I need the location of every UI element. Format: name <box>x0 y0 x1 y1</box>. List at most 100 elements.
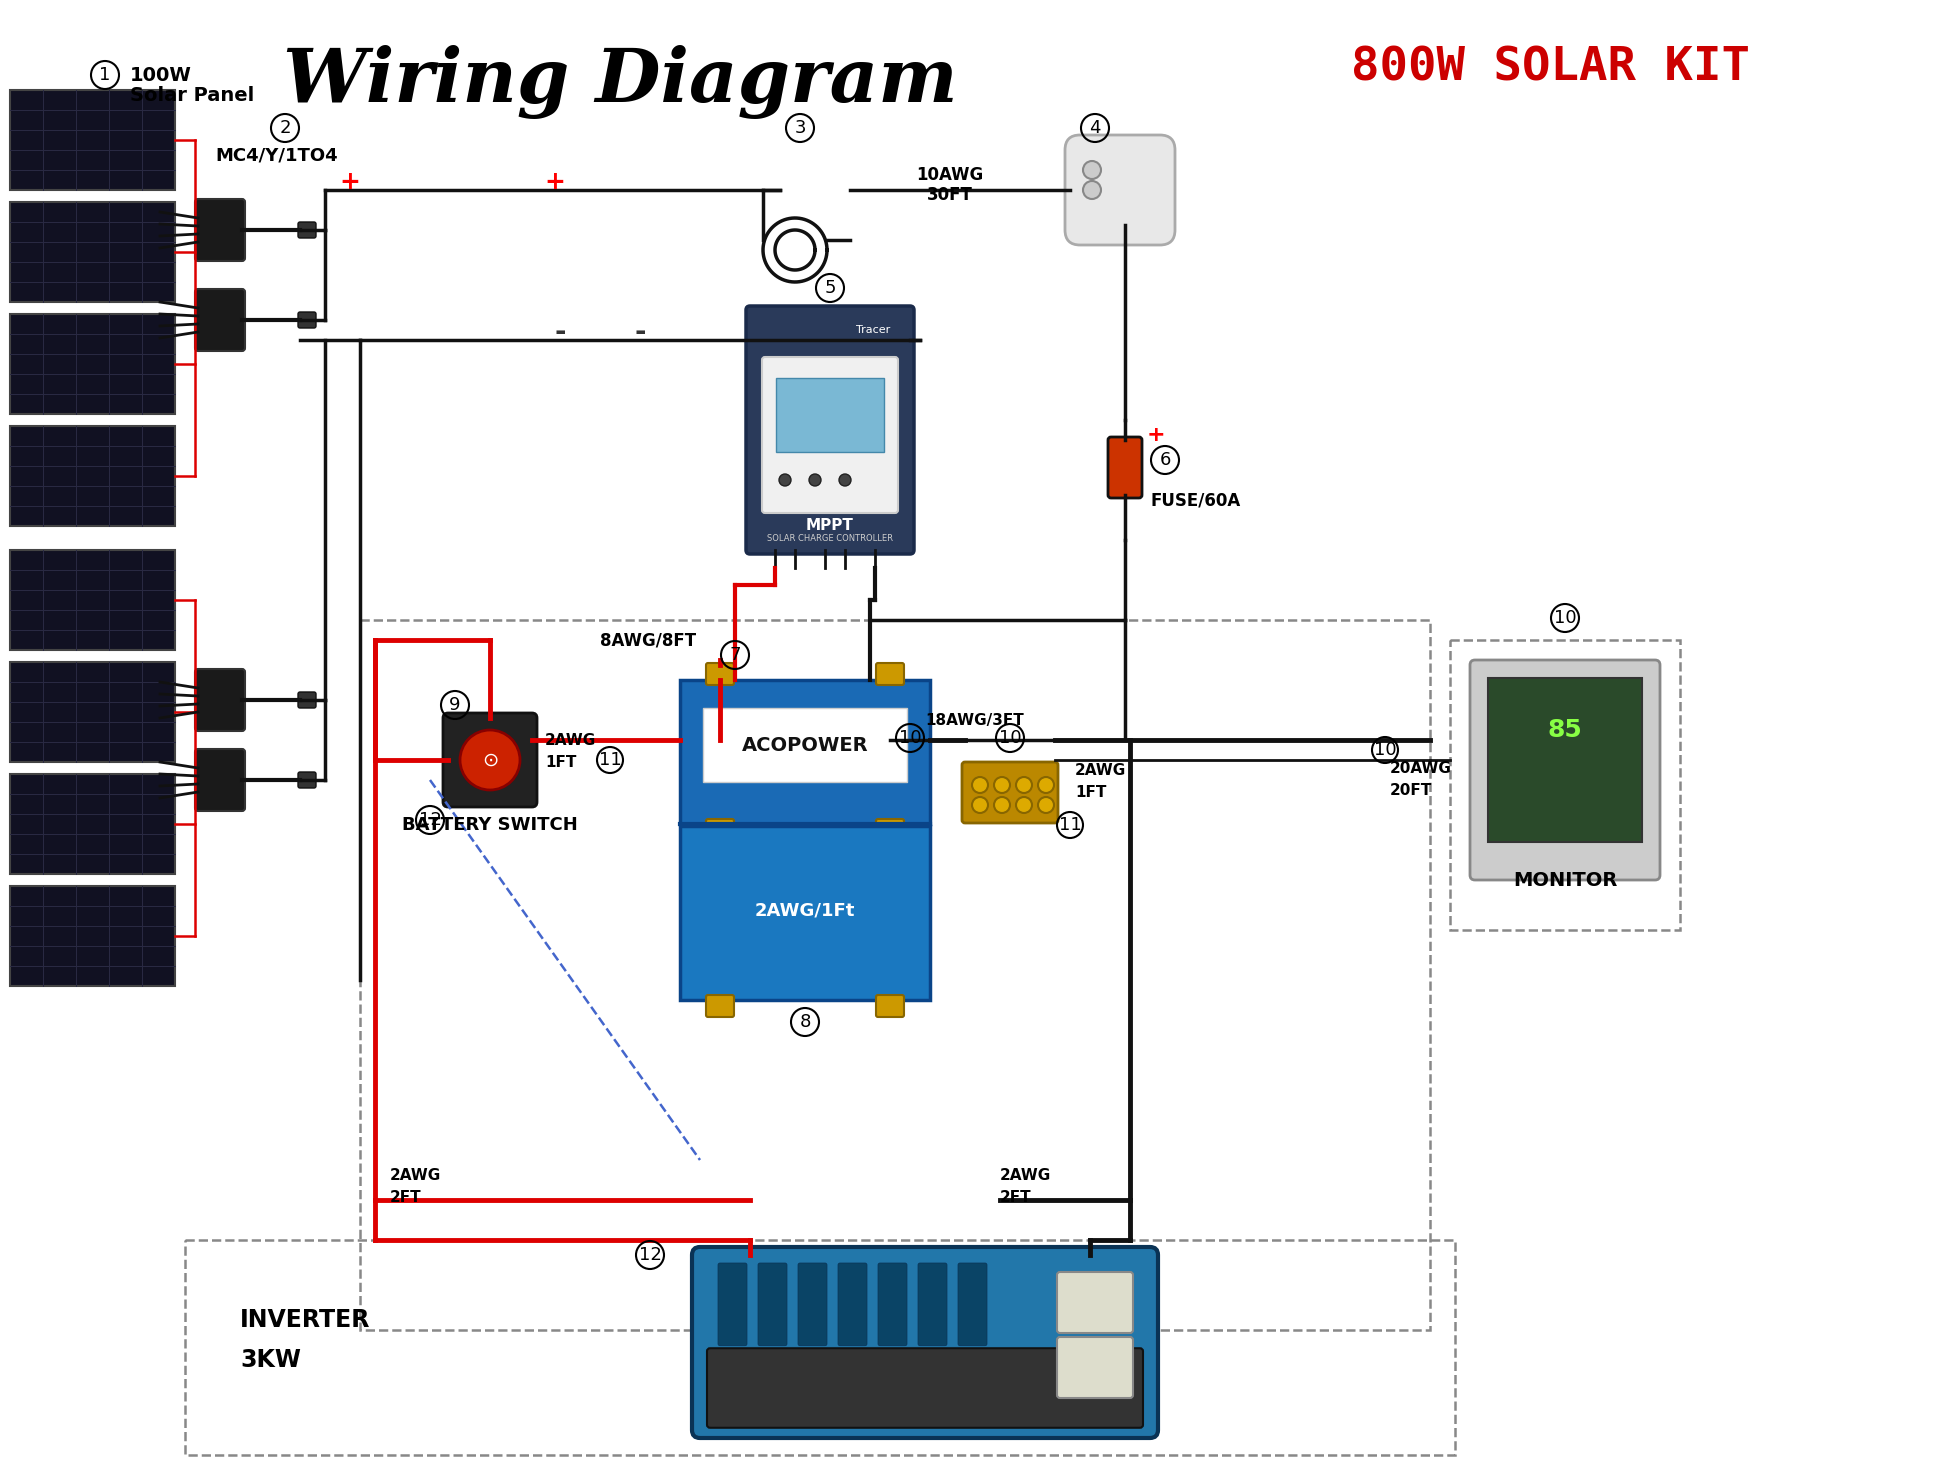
Text: 10: 10 <box>1000 729 1021 747</box>
FancyBboxPatch shape <box>1056 1338 1133 1398</box>
Text: 6: 6 <box>1158 451 1170 469</box>
Text: ACOPOWER: ACOPOWER <box>741 735 868 754</box>
FancyBboxPatch shape <box>1056 1272 1133 1333</box>
FancyBboxPatch shape <box>10 201 174 301</box>
FancyBboxPatch shape <box>708 1348 1143 1427</box>
FancyBboxPatch shape <box>759 1263 788 1345</box>
Text: 85: 85 <box>1548 717 1582 742</box>
Text: 3KW: 3KW <box>239 1348 302 1372</box>
Text: 11: 11 <box>1058 816 1082 833</box>
Text: 10: 10 <box>1554 609 1576 628</box>
Text: +: + <box>545 171 564 194</box>
Text: 10: 10 <box>1374 741 1396 759</box>
FancyBboxPatch shape <box>680 681 929 825</box>
FancyBboxPatch shape <box>298 772 316 788</box>
Text: 7: 7 <box>729 645 741 664</box>
FancyBboxPatch shape <box>10 426 174 526</box>
FancyBboxPatch shape <box>747 306 913 554</box>
FancyBboxPatch shape <box>194 669 245 731</box>
Text: 18AWG/3FT: 18AWG/3FT <box>925 713 1023 728</box>
FancyBboxPatch shape <box>839 1263 866 1345</box>
FancyBboxPatch shape <box>10 90 174 190</box>
Circle shape <box>1084 162 1102 179</box>
Text: INVERTER: INVERTER <box>239 1308 370 1332</box>
Circle shape <box>1084 181 1102 198</box>
Circle shape <box>994 778 1009 792</box>
Text: 2AWG: 2AWG <box>1000 1167 1051 1182</box>
Text: 10AWG: 10AWG <box>917 166 984 184</box>
Text: 2FT: 2FT <box>1000 1191 1031 1205</box>
FancyBboxPatch shape <box>298 222 316 238</box>
FancyBboxPatch shape <box>194 198 245 262</box>
Text: 1FT: 1FT <box>545 754 576 769</box>
Text: -: - <box>635 318 645 345</box>
Text: 8: 8 <box>800 1013 811 1030</box>
FancyBboxPatch shape <box>443 713 537 807</box>
Circle shape <box>994 797 1009 813</box>
Text: 9: 9 <box>449 695 461 714</box>
Text: 11: 11 <box>598 751 621 769</box>
Text: MPPT: MPPT <box>806 517 855 532</box>
FancyBboxPatch shape <box>680 826 929 1000</box>
Text: 2FT: 2FT <box>390 1191 421 1205</box>
Text: 2AWG: 2AWG <box>390 1167 441 1182</box>
Circle shape <box>1015 797 1033 813</box>
FancyBboxPatch shape <box>878 1263 907 1345</box>
FancyBboxPatch shape <box>10 315 174 415</box>
FancyBboxPatch shape <box>958 1263 988 1345</box>
Circle shape <box>972 778 988 792</box>
FancyBboxPatch shape <box>876 819 904 841</box>
Text: 10: 10 <box>900 729 921 747</box>
FancyBboxPatch shape <box>10 662 174 761</box>
Text: Solar Panel: Solar Panel <box>129 85 255 104</box>
FancyBboxPatch shape <box>962 761 1058 823</box>
FancyBboxPatch shape <box>776 378 884 451</box>
Text: 12: 12 <box>419 811 441 829</box>
FancyBboxPatch shape <box>194 750 245 811</box>
Circle shape <box>1039 797 1054 813</box>
Text: 800W SOLAR KIT: 800W SOLAR KIT <box>1350 46 1750 90</box>
FancyBboxPatch shape <box>692 1247 1158 1438</box>
FancyBboxPatch shape <box>762 357 898 513</box>
Text: 4: 4 <box>1090 119 1102 137</box>
FancyBboxPatch shape <box>917 1263 947 1345</box>
Text: 12: 12 <box>639 1247 661 1264</box>
Text: 2: 2 <box>278 119 290 137</box>
Text: 100W: 100W <box>129 66 192 84</box>
FancyBboxPatch shape <box>194 290 245 351</box>
Text: +: + <box>339 171 361 194</box>
FancyBboxPatch shape <box>1470 660 1660 881</box>
Circle shape <box>809 473 821 487</box>
Text: -: - <box>555 318 566 345</box>
FancyBboxPatch shape <box>717 1263 747 1345</box>
FancyBboxPatch shape <box>876 995 904 1017</box>
FancyBboxPatch shape <box>298 692 316 709</box>
Text: BATTERY SWITCH: BATTERY SWITCH <box>402 816 578 833</box>
Text: 20FT: 20FT <box>1390 782 1433 798</box>
FancyBboxPatch shape <box>10 550 174 650</box>
Circle shape <box>839 473 851 487</box>
Text: 2AWG/1Ft: 2AWG/1Ft <box>755 901 855 919</box>
Text: 2AWG: 2AWG <box>545 732 596 748</box>
Text: MC4/Y/1TO4: MC4/Y/1TO4 <box>216 146 337 165</box>
Text: FUSE/60A: FUSE/60A <box>1151 491 1241 509</box>
FancyBboxPatch shape <box>10 886 174 986</box>
Text: +: + <box>1147 425 1166 445</box>
Circle shape <box>1015 778 1033 792</box>
Circle shape <box>972 797 988 813</box>
Text: 20AWG: 20AWG <box>1390 760 1452 776</box>
FancyBboxPatch shape <box>706 663 733 685</box>
Text: 8AWG/8FT: 8AWG/8FT <box>600 631 696 648</box>
FancyBboxPatch shape <box>798 1263 827 1345</box>
FancyBboxPatch shape <box>298 312 316 328</box>
FancyBboxPatch shape <box>10 775 174 875</box>
Text: MONITOR: MONITOR <box>1513 870 1617 889</box>
Circle shape <box>461 731 519 789</box>
Text: ⊙: ⊙ <box>482 751 498 769</box>
Text: 30FT: 30FT <box>927 187 972 204</box>
Circle shape <box>778 473 792 487</box>
FancyBboxPatch shape <box>1107 437 1143 498</box>
Text: SOLAR CHARGE CONTROLLER: SOLAR CHARGE CONTROLLER <box>766 534 894 542</box>
Text: 1: 1 <box>100 66 110 84</box>
Text: Wiring Diagram: Wiring Diagram <box>282 46 956 119</box>
